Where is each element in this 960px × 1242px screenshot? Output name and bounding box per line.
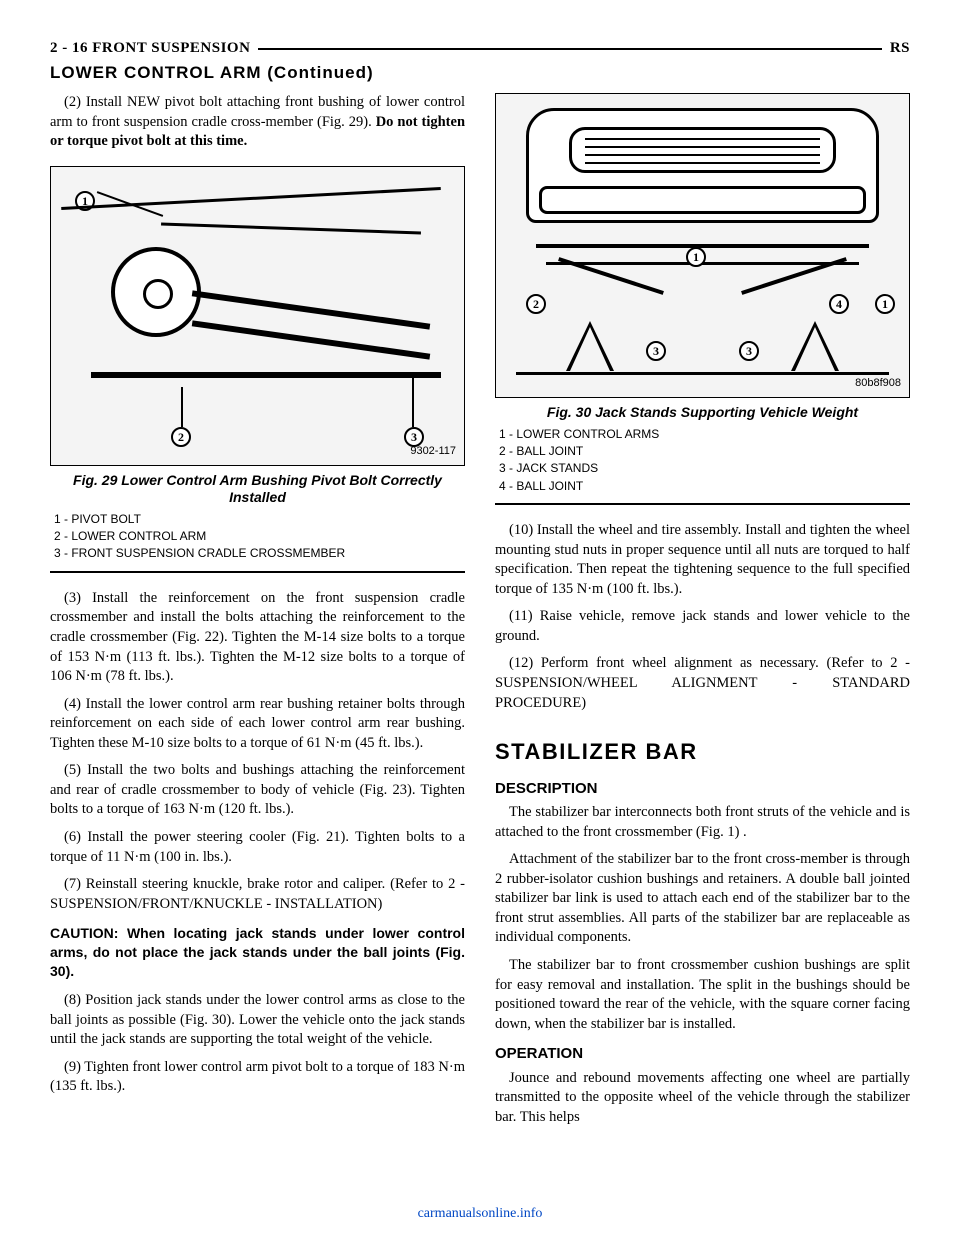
two-column-layout: (2) Install NEW pivot bolt attaching fro… [50, 93, 910, 1135]
step-6: (6) Install the power steering cooler (F… [50, 828, 465, 867]
step-4: (4) Install the lower control arm rear b… [50, 695, 465, 754]
step-9: (9) Tighten front lower control arm pivo… [50, 1058, 465, 1097]
continued-heading: LOWER CONTROL ARM (Continued) [50, 63, 910, 83]
grille [569, 127, 836, 173]
callout-line-3 [412, 377, 414, 427]
vehicle-outline [526, 108, 879, 223]
caution-text: CAUTION: When locating jack stands under… [50, 924, 465, 981]
figure-29-legend: 1 - PIVOT BOLT 2 - LOWER CONTROL ARM 3 -… [50, 511, 465, 573]
figure-29-caption: Fig. 29 Lower Control Arm Bushing Pivot … [50, 472, 465, 507]
step-2: (2) Install NEW pivot bolt attaching fro… [50, 93, 465, 152]
description-heading: DESCRIPTION [495, 779, 910, 799]
left-column: (2) Install NEW pivot bolt attaching fro… [50, 93, 465, 1135]
callout-4: 4 [829, 294, 849, 314]
legend-item: 4 - BALL JOINT [499, 478, 910, 495]
page-footer: carmanualsonline.info [0, 1206, 960, 1222]
callout-3: 3 [646, 341, 666, 361]
step-10: (10) Install the wheel and tire assembly… [495, 521, 910, 599]
callout-1b: 1 [686, 247, 706, 267]
bolt-inner [143, 279, 173, 309]
grille-line [585, 138, 820, 140]
header-left: 2 - 16 FRONT SUSPENSION [50, 40, 250, 57]
fig29-plate: 9302-117 [410, 444, 456, 459]
figure-29: 1 2 3 9302-117 [50, 166, 465, 466]
fig30-plate: 80b8f908 [855, 376, 901, 391]
desc-2: Attachment of the stabilizer bar to the … [495, 850, 910, 948]
operation-heading: OPERATION [495, 1044, 910, 1064]
bodyline2 [161, 222, 421, 234]
crossmember-line [536, 244, 869, 248]
grille-line [585, 154, 820, 156]
step-8: (8) Position jack stands under the lower… [50, 991, 465, 1050]
header-rule [258, 48, 881, 50]
grille-line [585, 146, 820, 148]
callout-1: 1 [875, 294, 895, 314]
legend-item: 2 - LOWER CONTROL ARM [54, 528, 465, 545]
desc-1: The stabilizer bar interconnects both fr… [495, 803, 910, 842]
bolt-head [111, 247, 201, 337]
figure-30-caption: Fig. 30 Jack Stands Supporting Vehicle W… [495, 404, 910, 422]
step-3: (3) Install the reinforcement on the fro… [50, 589, 465, 687]
callout-2: 2 [526, 294, 546, 314]
arm [192, 290, 430, 329]
callout-2: 2 [171, 427, 191, 447]
callout-line-2 [181, 387, 183, 427]
legend-item: 2 - BALL JOINT [499, 443, 910, 460]
jack-left-inner [570, 327, 610, 371]
step-12: (12) Perform front wheel alignment as ne… [495, 654, 910, 713]
callout-3b: 3 [739, 341, 759, 361]
crossmember [91, 372, 441, 378]
op-1: Jounce and rebound movements affecting o… [495, 1069, 910, 1128]
step-7: (7) Reinstall steering knuckle, brake ro… [50, 875, 465, 914]
ground-line [516, 372, 889, 375]
figure-30: 1 2 3 4 1 3 80b8f908 [495, 93, 910, 398]
jack-right-inner [795, 327, 835, 371]
step-5: (5) Install the two bolts and bushings a… [50, 761, 465, 820]
bumper [539, 186, 866, 214]
legend-item: 1 - PIVOT BOLT [54, 511, 465, 528]
figure-30-legend: 1 - LOWER CONTROL ARMS 2 - BALL JOINT 3 … [495, 426, 910, 506]
arm2 [192, 320, 430, 359]
legend-item: 3 - FRONT SUSPENSION CRADLE CROSSMEMBER [54, 545, 465, 562]
right-column: 1 2 3 4 1 3 80b8f908 Fig. 30 Jack Stands… [495, 93, 910, 1135]
stabilizer-title: STABILIZER BAR [495, 737, 910, 767]
desc-3: The stabilizer bar to front crossmember … [495, 956, 910, 1034]
footer-link[interactable]: carmanualsonline.info [418, 1206, 543, 1221]
page-header: 2 - 16 FRONT SUSPENSION RS [50, 40, 910, 57]
legend-item: 3 - JACK STANDS [499, 460, 910, 477]
grille-line [585, 162, 820, 164]
step-11: (11) Raise vehicle, remove jack stands a… [495, 607, 910, 646]
header-right: RS [890, 40, 910, 57]
legend-item: 1 - LOWER CONTROL ARMS [499, 426, 910, 443]
